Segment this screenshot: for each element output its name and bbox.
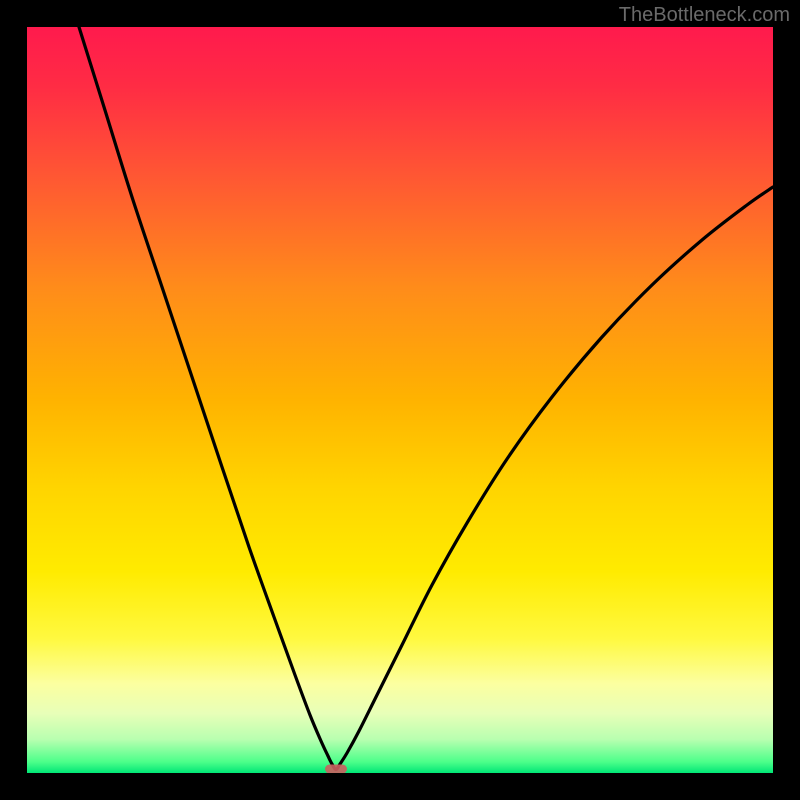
vertex-marker [325, 765, 347, 774]
bottleneck-curve [27, 27, 773, 773]
v-curve-path [79, 27, 773, 770]
watermark-text: TheBottleneck.com [619, 4, 790, 27]
plot-area [27, 27, 773, 773]
